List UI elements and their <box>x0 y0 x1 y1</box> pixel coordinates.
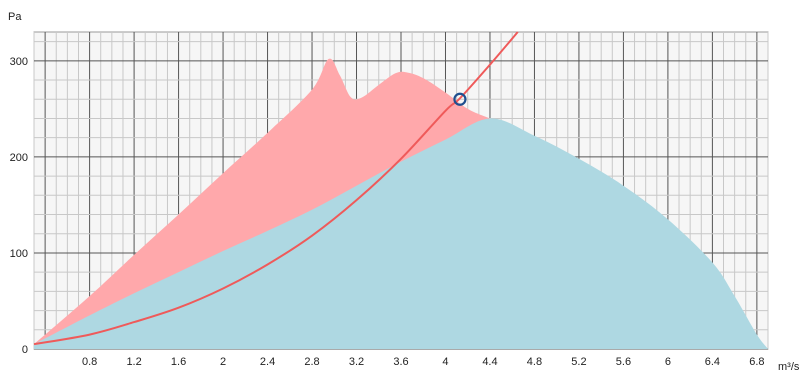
x-tick-label: 1.2 <box>126 356 141 368</box>
x-tick-label: 3.2 <box>349 356 364 368</box>
x-axis-unit: m³/s <box>778 361 800 373</box>
y-axis-unit: Pa <box>8 11 22 23</box>
x-tick-label: 4.8 <box>527 356 542 368</box>
x-tick-label: 0.8 <box>82 356 97 368</box>
x-tick-label: 6 <box>665 356 671 368</box>
y-tick-label: 100 <box>10 248 28 260</box>
x-tick-label: 4.4 <box>482 356 497 368</box>
x-tick-label: 3.6 <box>393 356 408 368</box>
x-tick-label: 2.4 <box>260 356 275 368</box>
y-tick-label: 300 <box>10 56 28 68</box>
tick-labels: 0.8 1.2 1.6 2 2.4 2.8 3.2 3.6 4 4.4 4.8 5.2 5.6 6 6.4 6… <box>10 56 765 368</box>
x-tick-label: 5.2 <box>571 356 586 368</box>
x-tick-label: 2.8 <box>304 356 319 368</box>
x-tick-label: 6.4 <box>705 356 720 368</box>
x-tick-label: 6.8 <box>749 356 764 368</box>
system-curve-line <box>33 31 519 346</box>
x-tick-label: 5.6 <box>616 356 631 368</box>
operating-point-marker <box>453 92 467 106</box>
y-tick-label: 200 <box>10 152 28 164</box>
y-tick-label: 0 <box>22 344 28 356</box>
x-tick-label: 4 <box>442 356 448 368</box>
x-tick-label: 1.6 <box>171 356 186 368</box>
x-tick-label: 2 <box>220 356 226 368</box>
